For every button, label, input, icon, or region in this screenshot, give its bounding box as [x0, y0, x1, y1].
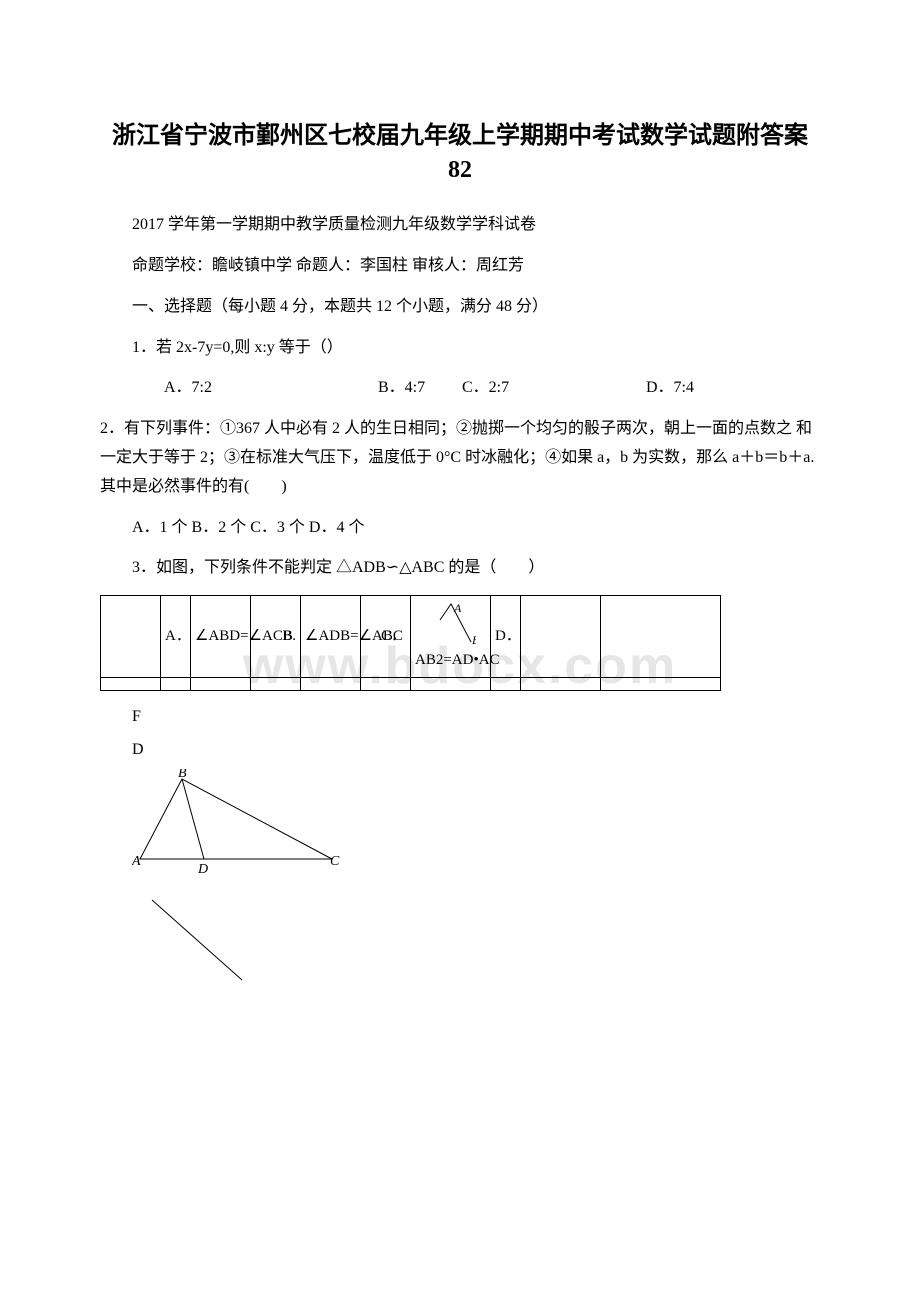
- cell-blank: [101, 678, 161, 691]
- letter-f: F: [100, 703, 820, 732]
- svg-text:A: A: [132, 854, 141, 869]
- figure-slash-line: [132, 890, 820, 1001]
- cell-blank-d: [521, 596, 601, 678]
- cell-blank: [601, 678, 721, 691]
- cell-a-text: ∠ABD=∠ACB: [191, 596, 251, 678]
- table-row: A． ∠ABD=∠ACB B. ∠ADB=∠ABC C． A B AB2=AD•…: [101, 596, 721, 678]
- q2-options: A．1 个 B．2 个 C．3 个 D．4 个: [100, 514, 820, 543]
- svg-text:D: D: [197, 862, 208, 877]
- table-row: [101, 678, 721, 691]
- cell-blank: [521, 678, 601, 691]
- cell-blank: [491, 678, 521, 691]
- q2-stem: 2．有下列事件：①367 人中必有 2 人的生日相同；②抛掷一个均匀的骰子两次，…: [100, 415, 820, 501]
- document-content: 浙江省宁波市鄞州区七校届九年级上学期期中考试数学试题附答案 82 2017 学年…: [100, 120, 820, 1000]
- cell-c-text: AB2=AD•AC: [415, 652, 500, 668]
- q1-opt-d: D．7:4: [614, 374, 694, 403]
- cell-triangle-ab2: A B AB2=AD•AC: [411, 596, 491, 678]
- document-title: 浙江省宁波市鄞州区七校届九年级上学期期中考试数学试题附答案 82: [100, 120, 820, 187]
- triangle-small-icon: A B: [426, 602, 476, 646]
- svg-text:C: C: [330, 854, 340, 869]
- q3-stem: 3．如图，下列条件不能判定 △ADB∽△ABC 的是（ ）: [100, 554, 820, 583]
- svg-text:B: B: [178, 769, 187, 781]
- section-heading: 一、选择题（每小题 4 分，本题共 12 个小题，满分 48 分）: [100, 293, 820, 322]
- cell-blank: [191, 678, 251, 691]
- q1-options: A．7:2 B．4:7 C．2:7 D．7:4: [100, 374, 820, 403]
- cell-blank: [101, 596, 161, 678]
- q1-opt-c: C．2:7: [430, 374, 610, 403]
- intro-line-2: 命题学校：瞻岐镇中学 命题人：李国柱 审核人：周红芳: [100, 252, 820, 281]
- slash-line-icon: [132, 890, 262, 990]
- q3-options-table: A． ∠ABD=∠ACB B. ∠ADB=∠ABC C． A B AB2=AD•…: [100, 595, 721, 691]
- q1-opt-a: A．7:2: [132, 374, 342, 403]
- letter-d: D: [100, 736, 820, 765]
- cell-a-letter: A．: [161, 596, 191, 678]
- cell-blank: [251, 678, 301, 691]
- cell-blank-end: [601, 596, 721, 678]
- cell-blank: [161, 678, 191, 691]
- triangle-labeled-icon: B A C D: [132, 769, 342, 879]
- q1-stem: 1．若 2x-7y=0,则 x:y 等于（）: [100, 334, 820, 363]
- intro-line-1: 2017 学年第一学期期中教学质量检测九年级数学学科试卷: [100, 211, 820, 240]
- cell-blank: [411, 678, 491, 691]
- cell-blank: [301, 678, 361, 691]
- cell-blank: [361, 678, 411, 691]
- svg-text:A: A: [453, 602, 462, 615]
- cell-b-text: ∠ADB=∠ABC: [301, 596, 361, 678]
- svg-text:B: B: [472, 633, 476, 646]
- figure-triangle-labeled: B A C D: [132, 769, 820, 890]
- q1-opt-b: B．4:7: [346, 374, 426, 403]
